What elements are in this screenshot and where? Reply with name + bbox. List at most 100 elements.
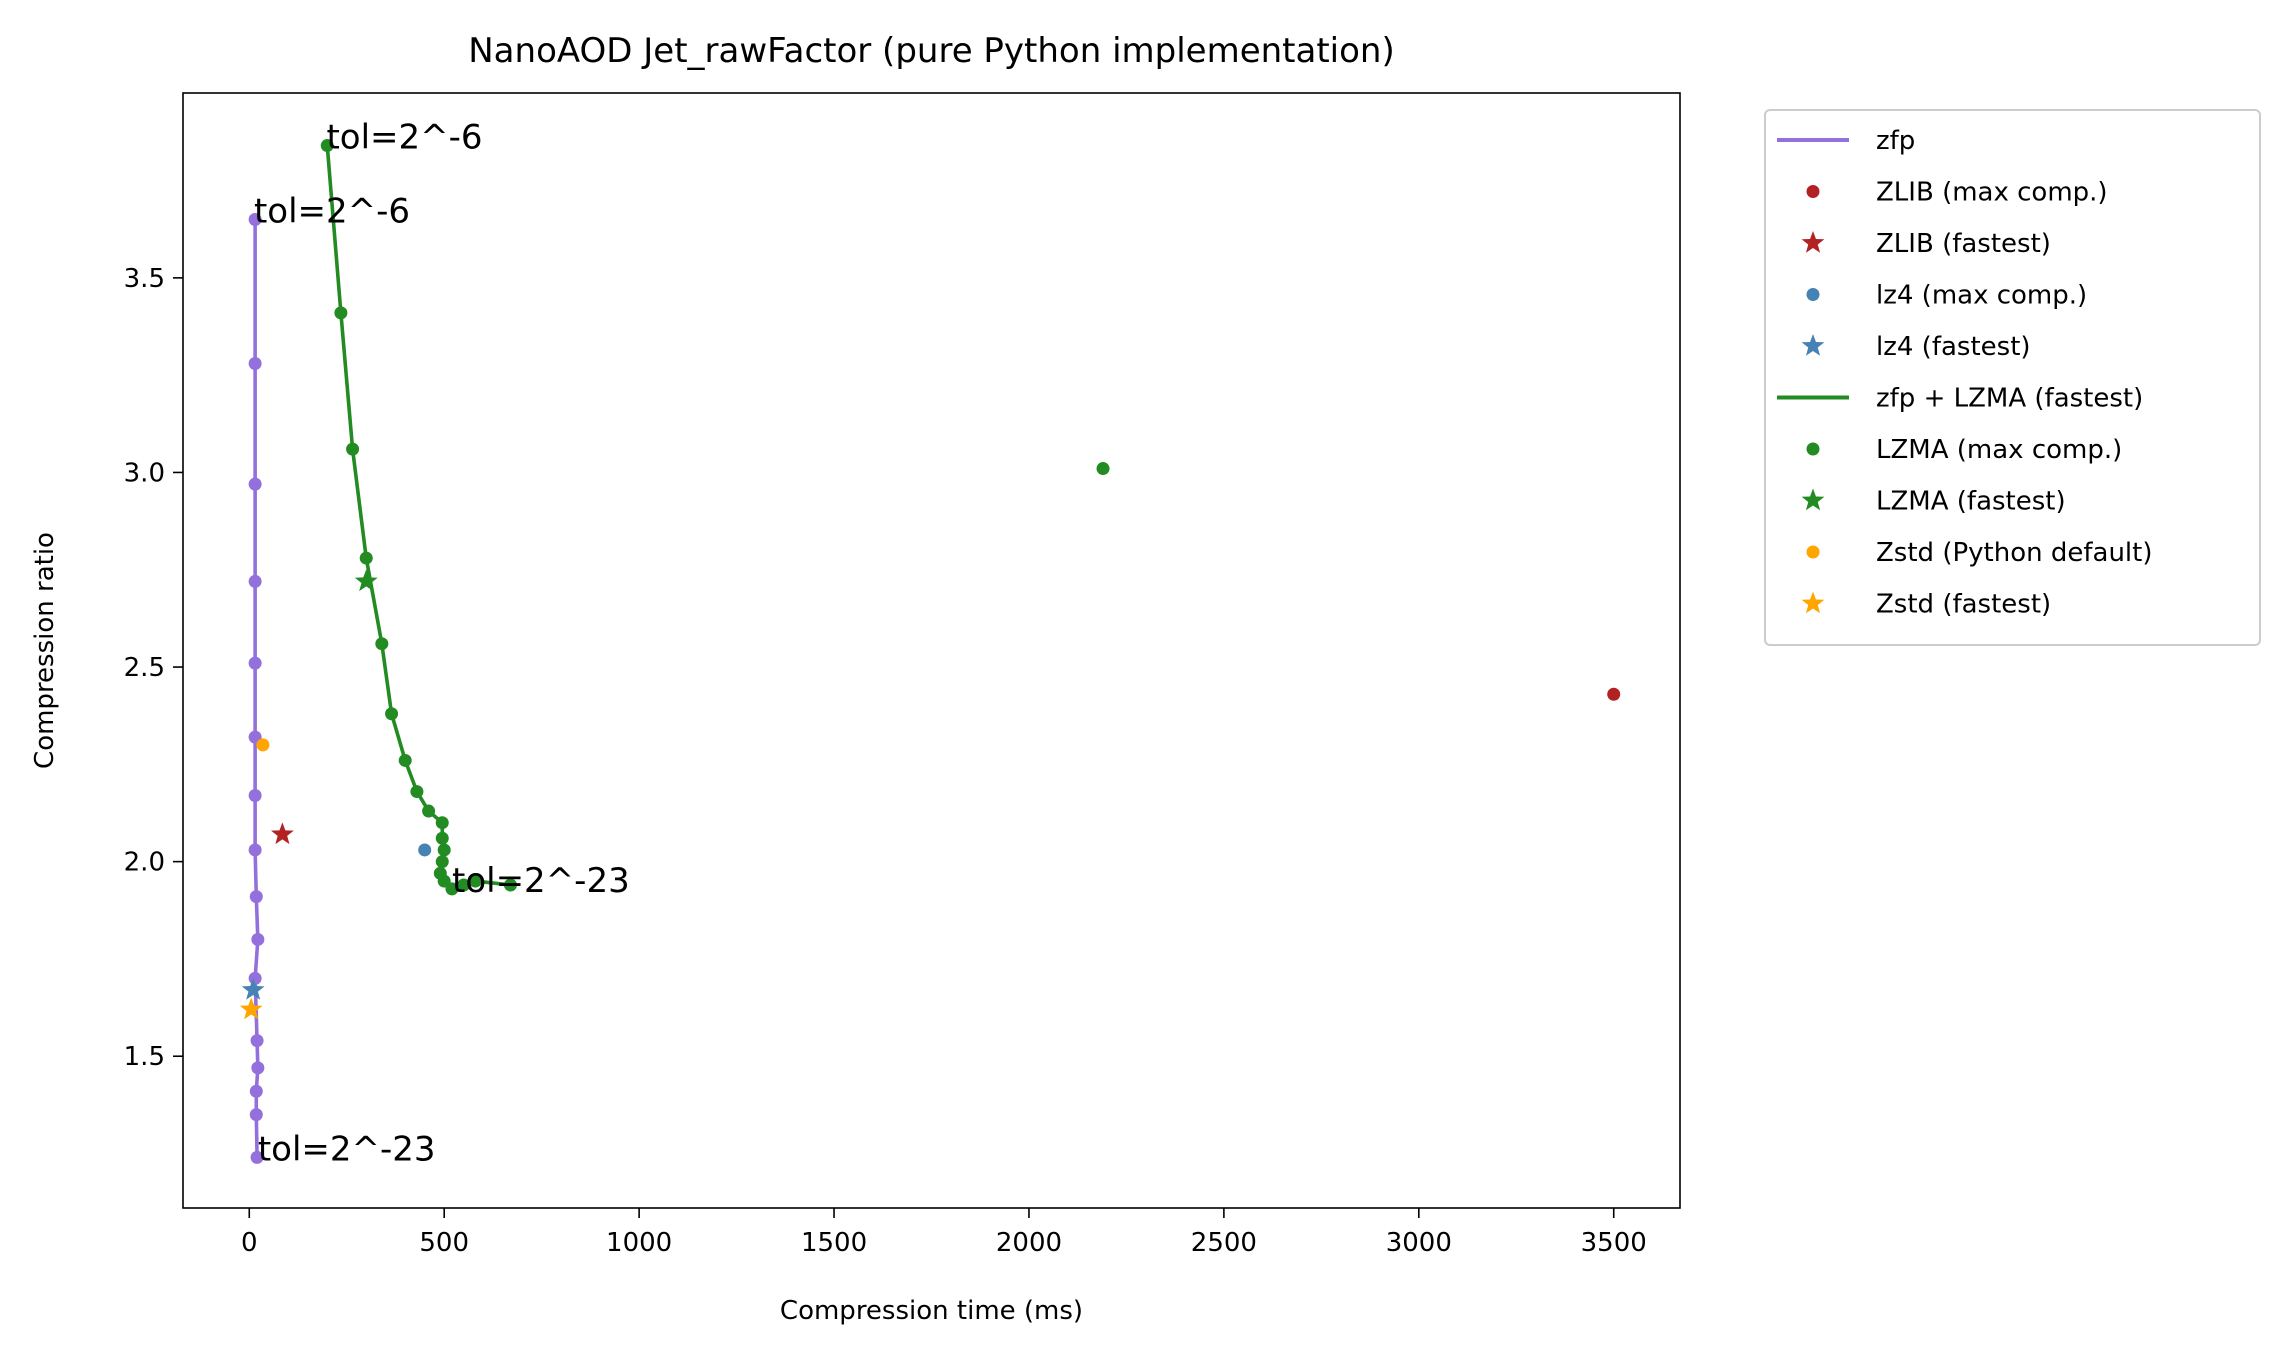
x-tick-label: 3000	[1386, 1228, 1452, 1258]
y-tick-label: 2.0	[124, 848, 165, 878]
star-marker	[354, 569, 378, 592]
legend-star-swatch	[1801, 231, 1825, 253]
legend-dot-swatch	[1806, 442, 1820, 456]
data-point	[1607, 687, 1621, 701]
data-point	[346, 442, 360, 456]
legend-box	[1764, 109, 2261, 646]
x-tick-label: 500	[419, 1228, 469, 1258]
legend-label: Zstd (fastest)	[1876, 590, 2051, 620]
x-tick-label: 0	[241, 1228, 258, 1258]
star-marker	[271, 822, 294, 845]
legend-label: zfp + LZMA (fastest)	[1876, 384, 2143, 414]
axis-ticks: 0 500 1000 1500 2000 2500 3000 3500 1.5 2.0 2.5 3.0…	[124, 264, 1647, 1258]
data-point	[256, 738, 270, 752]
data-point	[320, 139, 334, 153]
data-point	[422, 804, 436, 818]
legend-item: ZLIB (fastest)	[1801, 229, 2051, 259]
data-point	[249, 1108, 263, 1122]
data-point	[248, 843, 262, 857]
x-tick-label: 1000	[606, 1228, 672, 1258]
data-point	[468, 874, 482, 888]
legend-label: lz4 (fastest)	[1876, 332, 2031, 362]
legend-item: lz4 (max comp.)	[1806, 281, 2087, 311]
legend-item: ZLIB (max comp.)	[1806, 178, 2108, 208]
data-point	[1096, 462, 1110, 476]
legend-dot-swatch	[1806, 288, 1820, 301]
data-point	[398, 753, 412, 767]
data-point	[248, 788, 262, 802]
data-point	[248, 477, 262, 491]
data-point	[435, 831, 449, 845]
data-point	[248, 971, 262, 985]
legend-label: Zstd (Python default)	[1876, 538, 2152, 568]
legend-dot-swatch	[1806, 545, 1820, 559]
annotation-label: tol=2^-23	[452, 861, 630, 901]
series-zfp-lzma-fastest	[320, 139, 517, 896]
data-point	[445, 882, 459, 896]
legend-item: zfp + LZMA (fastest)	[1777, 384, 2143, 414]
legend-star-swatch	[1801, 488, 1825, 511]
data-point	[251, 932, 265, 946]
x-tick-label: 1500	[801, 1228, 867, 1258]
axes-frame	[182, 92, 1681, 1209]
annotation-label: tol=2^-6	[326, 118, 482, 158]
data-point	[410, 785, 424, 799]
legend-item: Zstd (Python default)	[1806, 538, 2152, 568]
star-marker	[239, 997, 263, 1020]
x-tick-label: 2500	[1191, 1228, 1257, 1258]
legend-item: zfp	[1777, 126, 1915, 156]
plot-area	[239, 139, 1621, 1164]
data-point	[250, 1150, 264, 1164]
y-tick-label: 2.5	[124, 653, 165, 683]
data-point	[503, 878, 517, 892]
series-lzma-max-comp	[1096, 462, 1110, 476]
data-point	[248, 574, 262, 588]
annotation-label: tol=2^-23	[258, 1129, 436, 1169]
series-zlib-max-comp	[1607, 687, 1621, 701]
x-tick-label: 2000	[996, 1228, 1062, 1258]
legend-label: ZLIB (max comp.)	[1876, 178, 2108, 208]
data-point	[437, 843, 451, 857]
legend-item: lz4 (fastest)	[1801, 332, 2031, 362]
legend-label: lz4 (max comp.)	[1876, 281, 2087, 311]
legend-label: LZMA (fastest)	[1876, 487, 2066, 517]
x-tick-label: 3500	[1581, 1228, 1647, 1258]
legend-label: zfp	[1876, 126, 1915, 156]
series-line	[253, 219, 260, 1158]
data-point	[248, 356, 262, 370]
data-point	[435, 816, 449, 830]
series-zstd-python-default	[256, 738, 270, 752]
data-point	[248, 212, 262, 226]
legend-item: LZMA (max comp.)	[1806, 435, 2122, 465]
y-tick-label: 1.5	[124, 1042, 165, 1072]
y-tick-label: 3.0	[124, 458, 165, 488]
series-zlib-fastest	[271, 822, 294, 845]
annotation-label: tol=2^-6	[254, 191, 410, 231]
series-lz4-max-comp	[418, 843, 432, 857]
legend-dot-swatch	[1806, 185, 1820, 198]
legend-label: LZMA (max comp.)	[1876, 435, 2122, 465]
data-point	[251, 1061, 265, 1075]
data-point	[359, 551, 373, 565]
data-point	[249, 890, 263, 904]
data-point	[385, 707, 399, 721]
series-lzma-fastest	[354, 569, 378, 592]
data-point	[457, 878, 471, 892]
data-point	[418, 843, 432, 857]
legend-star-swatch	[1801, 334, 1825, 356]
data-point	[249, 1084, 263, 1098]
x-axis-label: Compression time (ms)	[780, 1296, 1083, 1326]
legend-label: ZLIB (fastest)	[1876, 229, 2051, 259]
data-point	[375, 637, 389, 651]
legend-star-swatch	[1801, 591, 1825, 614]
star-marker	[241, 978, 265, 1000]
legend-item: LZMA (fastest)	[1801, 487, 2066, 517]
data-point	[435, 855, 449, 869]
chart-title: NanoAOD Jet_rawFactor (pure Python imple…	[468, 31, 1394, 71]
legend-item: Zstd (fastest)	[1801, 590, 2051, 620]
data-point	[334, 306, 348, 320]
data-point	[250, 1034, 264, 1048]
series-zstd-fastest	[239, 997, 263, 1020]
legend: zfp ZLIB (max comp.) ZLIB (fastest) lz4 (ma…	[1764, 109, 2261, 646]
